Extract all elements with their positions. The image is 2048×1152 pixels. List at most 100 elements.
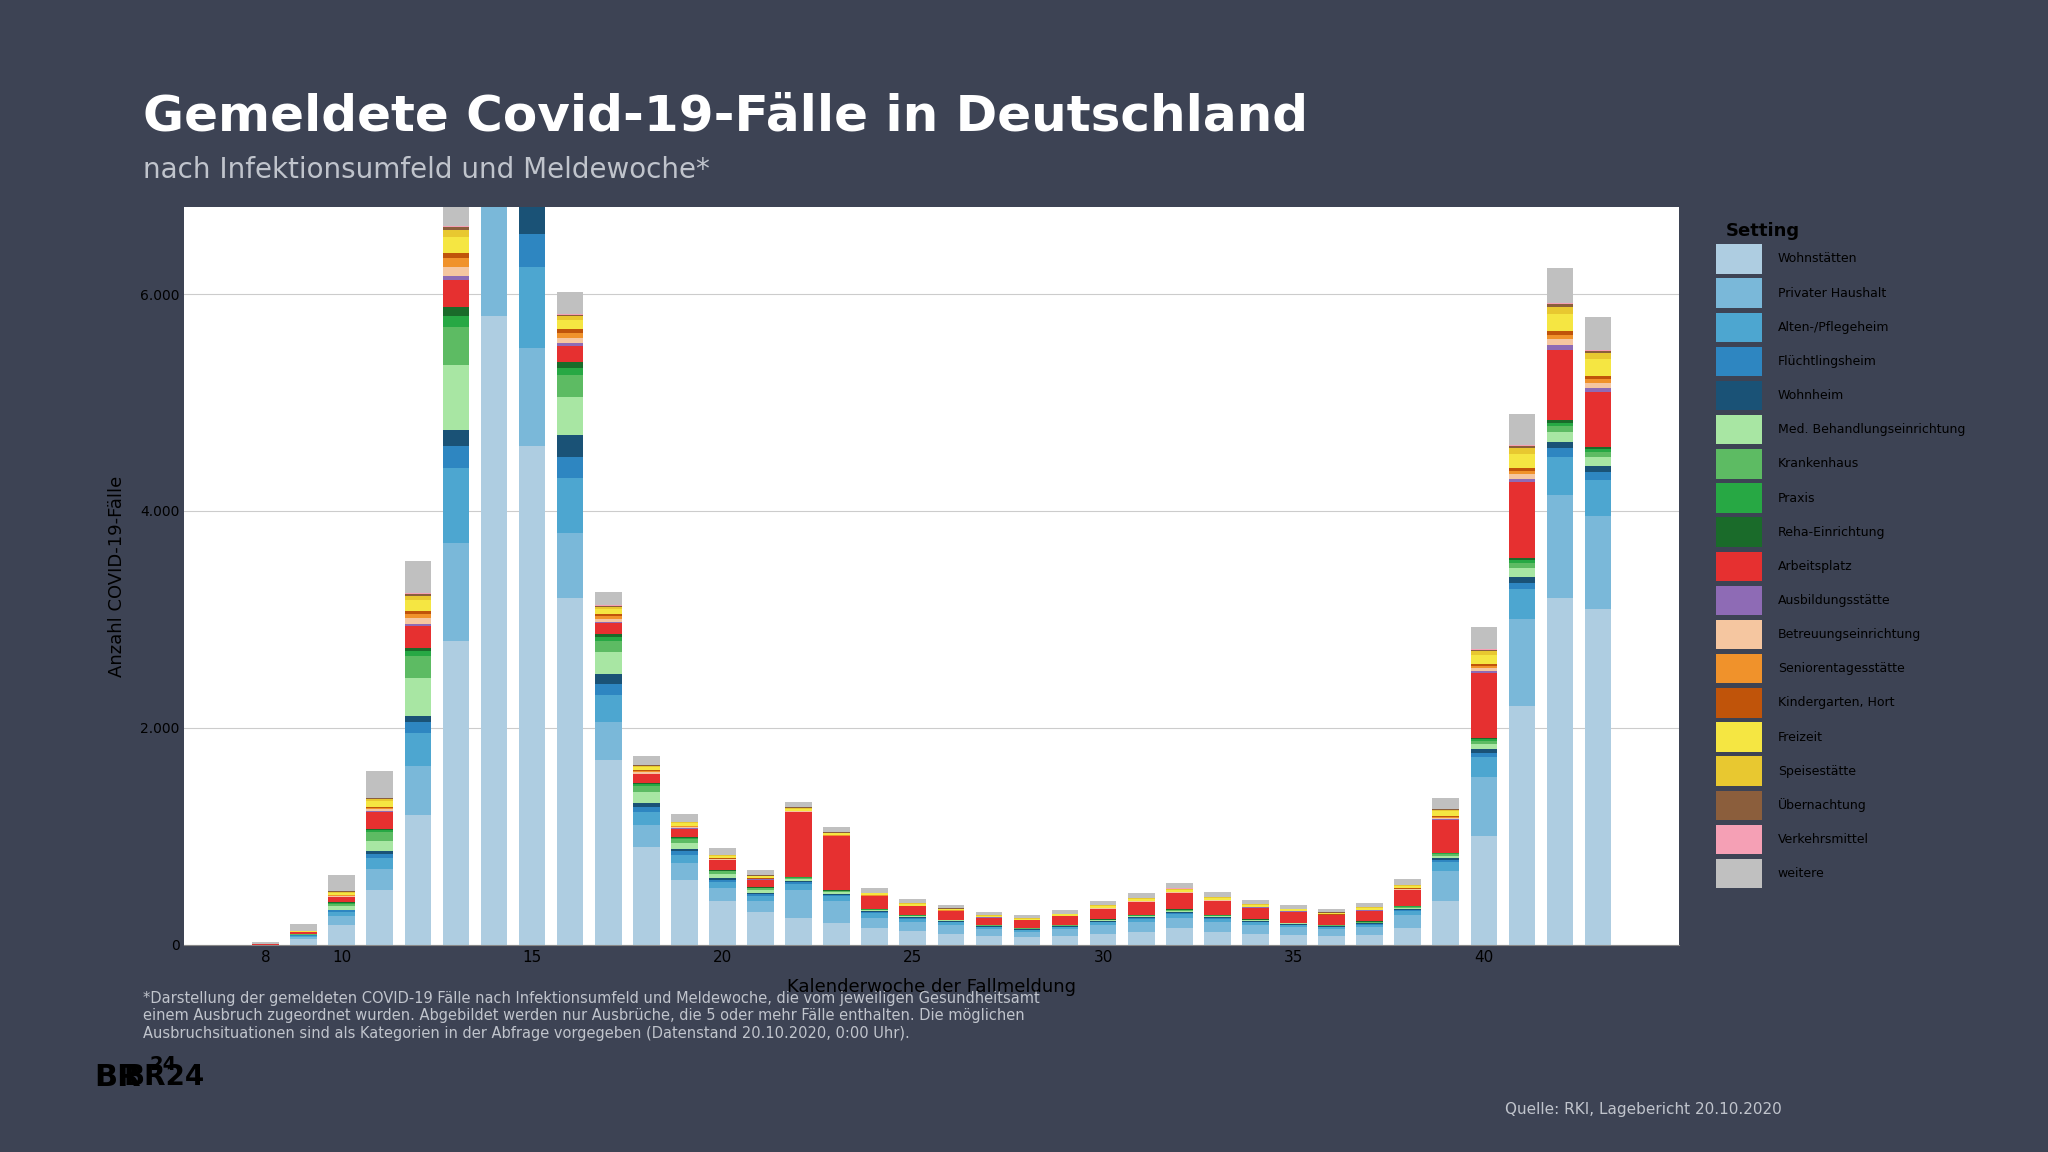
Bar [1509, 620, 1536, 706]
Bar [633, 791, 659, 803]
Bar [406, 619, 432, 623]
Text: Arbeitsplatz: Arbeitsplatz [1778, 560, 1851, 573]
Bar [1319, 909, 1346, 912]
Text: Med. Behandlungseinrichtung: Med. Behandlungseinrichtung [1778, 423, 1964, 437]
Bar [594, 652, 621, 674]
Bar [938, 911, 965, 919]
Bar [823, 923, 850, 945]
Bar [367, 854, 393, 858]
Bar [1546, 334, 1573, 340]
Bar [557, 333, 584, 338]
Bar [406, 657, 432, 677]
Text: Wohnheim: Wohnheim [1778, 389, 1843, 402]
Bar [1432, 810, 1458, 811]
Bar [481, 1, 508, 45]
Bar [975, 912, 1001, 915]
Bar [862, 894, 889, 895]
Bar [672, 843, 698, 849]
Bar [1280, 925, 1307, 927]
Bar [1395, 908, 1421, 909]
Bar [1546, 306, 1573, 313]
Bar [406, 722, 432, 733]
Bar [406, 614, 432, 619]
Text: Übernachtung: Übernachtung [1778, 798, 1866, 812]
Text: Verkehrsmittel: Verkehrsmittel [1778, 833, 1868, 846]
Bar [1204, 901, 1231, 915]
Bar [1470, 673, 1497, 738]
Text: Praxis: Praxis [1778, 492, 1815, 505]
Bar [1585, 449, 1612, 452]
Bar [1470, 651, 1497, 654]
Bar [1509, 559, 1536, 560]
Bar [633, 803, 659, 806]
Bar [1319, 914, 1346, 915]
Text: Flüchtlingsheim: Flüchtlingsheim [1778, 355, 1876, 367]
Bar [1053, 930, 1079, 935]
Bar [709, 881, 735, 888]
Text: Setting: Setting [1724, 222, 1800, 240]
Text: 24: 24 [150, 1055, 176, 1074]
Bar [633, 767, 659, 770]
FancyBboxPatch shape [1716, 517, 1761, 547]
Bar [1128, 902, 1155, 915]
Bar [406, 677, 432, 715]
FancyBboxPatch shape [1716, 552, 1761, 581]
Bar [1509, 470, 1536, 475]
Bar [1546, 423, 1573, 426]
Bar [1014, 920, 1040, 929]
Bar [518, 118, 545, 150]
Bar [1585, 393, 1612, 447]
Bar [1356, 903, 1382, 907]
FancyBboxPatch shape [1716, 790, 1761, 820]
Bar [594, 684, 621, 696]
Bar [1128, 899, 1155, 901]
Bar [594, 614, 621, 616]
Bar [442, 327, 469, 364]
Bar [406, 623, 432, 626]
Bar [594, 760, 621, 945]
Bar [1165, 893, 1192, 909]
Bar [1280, 935, 1307, 945]
Bar [442, 280, 469, 308]
Bar [406, 647, 432, 651]
Bar [672, 828, 698, 838]
Bar [1090, 909, 1116, 919]
Bar [1053, 910, 1079, 914]
FancyBboxPatch shape [1716, 825, 1761, 855]
Bar [594, 722, 621, 760]
Bar [1204, 932, 1231, 945]
Bar [367, 810, 393, 811]
Bar [1395, 916, 1421, 929]
Bar [1319, 930, 1346, 935]
Bar [594, 674, 621, 684]
Bar [899, 899, 926, 903]
Bar [1546, 432, 1573, 441]
Bar [1509, 483, 1536, 559]
Bar [1509, 568, 1536, 577]
Bar [899, 904, 926, 905]
Bar [1585, 472, 1612, 479]
Text: weitere: weitere [1778, 867, 1825, 880]
Bar [406, 596, 432, 600]
Bar [557, 293, 584, 313]
Bar [442, 236, 469, 253]
Bar [823, 892, 850, 894]
FancyBboxPatch shape [1716, 585, 1761, 615]
Y-axis label: Anzahl COVID-19-Fälle: Anzahl COVID-19-Fälle [109, 476, 127, 676]
Bar [291, 932, 317, 934]
Bar [1432, 798, 1458, 809]
Bar [1356, 927, 1382, 935]
Bar [784, 890, 811, 917]
Bar [1014, 930, 1040, 932]
Bar [1585, 452, 1612, 457]
Bar [594, 622, 621, 623]
FancyBboxPatch shape [1716, 347, 1761, 377]
Bar [709, 901, 735, 945]
Bar [1356, 910, 1382, 922]
Bar [406, 612, 432, 614]
Bar [633, 825, 659, 847]
Bar [1014, 937, 1040, 945]
Bar [1090, 925, 1116, 934]
Bar [1509, 446, 1536, 448]
Bar [1165, 914, 1192, 917]
